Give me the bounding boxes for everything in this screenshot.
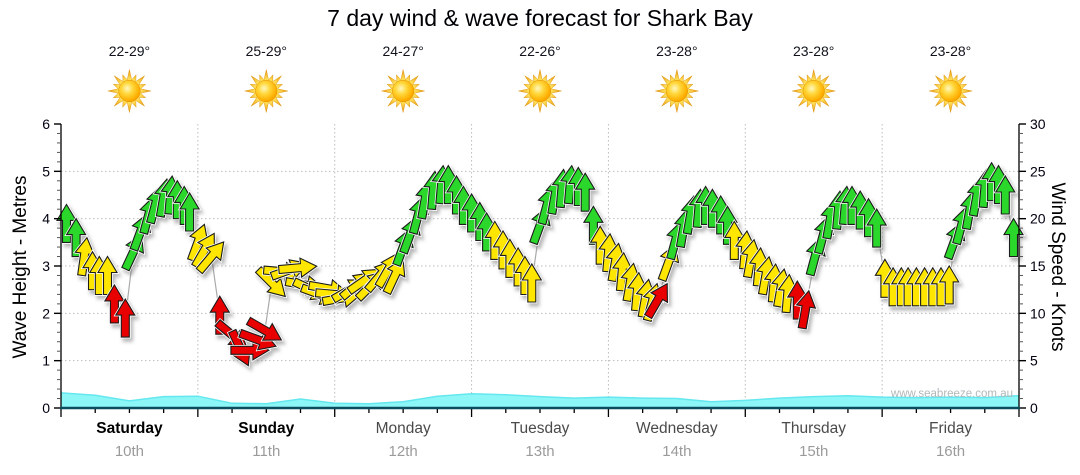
left-axis-tick-label: 4 xyxy=(42,211,50,227)
wind-arrow xyxy=(1001,216,1026,258)
temperature-range-label: 23-28° xyxy=(656,43,698,59)
right-axis-tick-label: 15 xyxy=(1030,258,1046,274)
right-axis-tick-label: 10 xyxy=(1030,305,1046,321)
wind-arrows-group xyxy=(54,160,1026,368)
temperature-range-label: 23-28° xyxy=(929,43,972,59)
day-date-label: 16th xyxy=(935,443,966,460)
day-name-label: Friday xyxy=(929,420,973,437)
right-axis-title: Wind Speed - Knots xyxy=(1047,182,1068,352)
sun-icon xyxy=(792,69,836,113)
wind-arrow xyxy=(194,239,226,276)
sun-icon xyxy=(381,69,425,113)
left-axis-tick-label: 3 xyxy=(42,258,50,274)
wind-arrow xyxy=(776,272,800,315)
day-name-label: Sunday xyxy=(238,420,295,437)
right-axis-tick-label: 0 xyxy=(1030,400,1038,416)
temperature-range-label: 24-27° xyxy=(382,43,424,59)
left-axis-title: Wave Height - Metres xyxy=(10,175,31,359)
wave-height-line xyxy=(60,392,1020,405)
left-axis-tick-label: 0 xyxy=(42,400,50,416)
watermark: www.seabreeze.com.au xyxy=(890,388,1013,400)
left-axis-tick-label: 1 xyxy=(42,353,50,369)
day-name-label: Wednesday xyxy=(636,420,718,437)
temperature-range-label: 22-26° xyxy=(519,43,561,59)
wind-arrow xyxy=(244,315,284,342)
axes: 0 1 2 3 4 5 6 0 5 10 15 20 25 30 xyxy=(42,116,1046,417)
wind-arrow xyxy=(102,282,127,325)
wind-arrow xyxy=(993,173,1018,216)
day-name-label: Tuesday xyxy=(510,420,570,437)
wind-arrow xyxy=(864,206,889,249)
day-date-label: 15th xyxy=(799,443,829,460)
temperature-range-label: 22-29° xyxy=(108,43,151,59)
chart-title: 7 day wind & wave forecast for Shark Bay xyxy=(327,5,753,31)
left-axis-tick-label: 5 xyxy=(42,163,50,179)
right-axis-tick-label: 20 xyxy=(1030,211,1046,227)
day-date-label: 10th xyxy=(114,443,145,460)
sun-icon xyxy=(107,69,151,113)
wind-arrow xyxy=(520,261,544,304)
day-date-label: 11th xyxy=(252,443,281,460)
day-name-label: Monday xyxy=(375,420,431,437)
day-name-label: Thursday xyxy=(781,420,847,437)
wind-arrow xyxy=(642,281,669,321)
day-name-label: Saturday xyxy=(96,420,163,437)
gridlines xyxy=(61,124,1019,408)
wind-arrow xyxy=(573,170,597,213)
wave-height-area xyxy=(61,392,1019,408)
sun-icon xyxy=(655,69,699,113)
sun-icon xyxy=(518,69,562,113)
temperature-range-label: 23-28° xyxy=(793,43,835,59)
wind-arrow xyxy=(177,190,202,233)
wind-arrow xyxy=(237,327,279,352)
sun-icon xyxy=(244,69,288,113)
weather-icons-row xyxy=(107,69,973,113)
right-axis-tick-label: 5 xyxy=(1030,353,1038,369)
left-axis-tick-label: 6 xyxy=(42,116,50,132)
day-date-label: 12th xyxy=(388,443,418,460)
right-axis-tick-label: 25 xyxy=(1030,163,1046,179)
day-date-label: 14th xyxy=(662,443,692,460)
wind-arrow xyxy=(113,296,138,339)
left-axis-tick-label: 2 xyxy=(42,305,50,321)
wind-arrow xyxy=(722,218,747,261)
sun-icon xyxy=(929,69,973,113)
temperature-range-label: 25-29° xyxy=(245,43,287,59)
wind-arrow xyxy=(72,235,97,278)
right-axis-tick-label: 30 xyxy=(1030,116,1046,132)
wind-arrow xyxy=(794,288,818,331)
day-date-label: 13th xyxy=(525,443,555,460)
wind-arrow xyxy=(937,263,961,306)
wind-arrow xyxy=(277,256,320,280)
